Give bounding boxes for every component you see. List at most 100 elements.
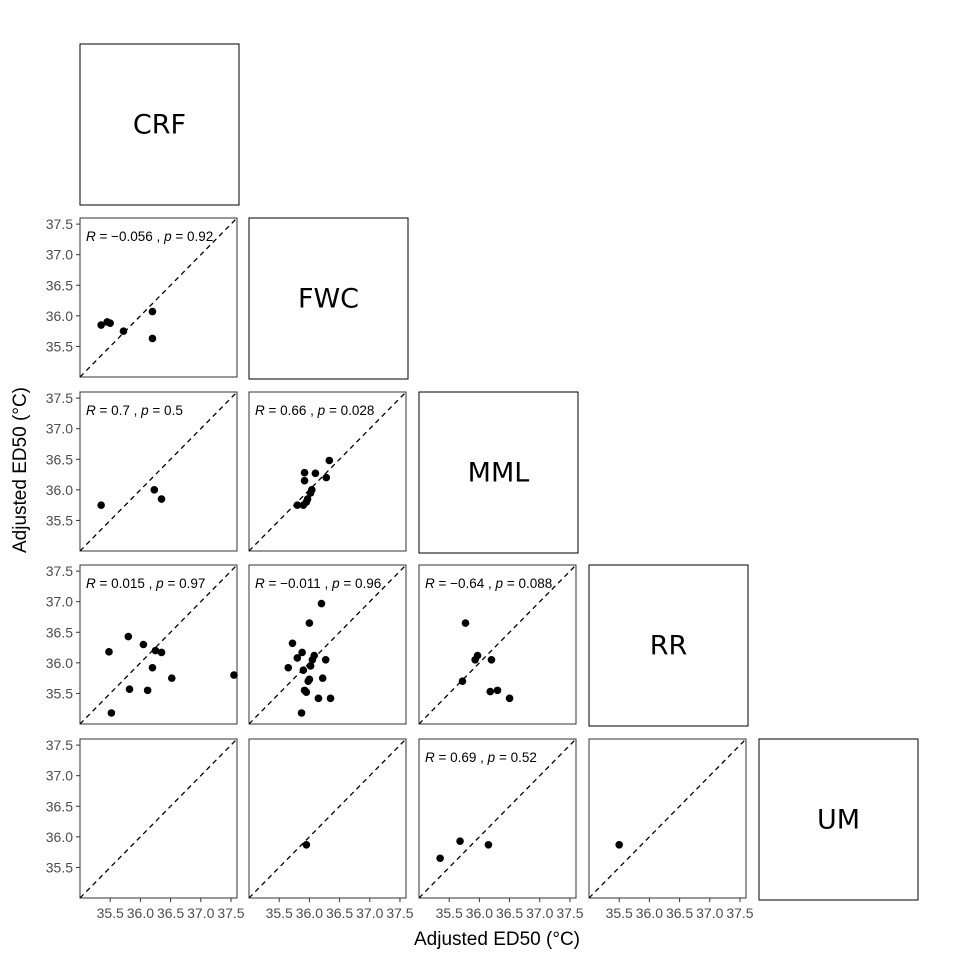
y-tick-label: 36.5 <box>46 277 73 293</box>
scatter-panel-mml-vs-crf: R = 0.7 , p = 0.5 <box>79 391 238 552</box>
data-point <box>302 688 311 696</box>
x-tick-label: 36.5 <box>326 905 353 921</box>
scatter-panel-um-vs-rr <box>588 738 747 899</box>
diagonal-label: UM <box>817 805 860 836</box>
data-point <box>326 694 335 703</box>
x-tick-label: 37.0 <box>696 905 723 921</box>
data-point <box>310 651 319 660</box>
correlation-annotation: R = −0.056 , p = 0.92 <box>86 229 213 244</box>
x-tick-label: 36.0 <box>127 905 154 921</box>
stat-value: = 0.97 <box>164 576 206 591</box>
x-tick-label: 35.5 <box>97 905 124 921</box>
data-point <box>125 685 134 693</box>
data-point <box>436 854 444 863</box>
data-point <box>124 632 133 641</box>
scatter-panel-um-vs-fwc <box>248 738 407 899</box>
stat-symbol: p <box>331 576 340 591</box>
data-point <box>325 456 334 465</box>
scatter-panel-rr-vs-crf: R = 0.015 , p = 0.97 <box>79 564 238 725</box>
x-tick-label: 37.5 <box>726 905 753 921</box>
x-tick-label: 37.5 <box>217 905 244 921</box>
correlation-annotation: R = 0.66 , p = 0.028 <box>255 403 374 418</box>
data-point <box>311 469 320 478</box>
identity-line <box>419 565 576 724</box>
diagonal-label: RR <box>650 631 688 662</box>
x-tick-label: 35.5 <box>436 905 463 921</box>
x-tick-label: 36.0 <box>466 905 493 921</box>
stat-symbol: R <box>86 229 96 244</box>
x-tick-label: 35.5 <box>266 905 293 921</box>
data-point <box>298 648 306 657</box>
data-point <box>303 495 312 503</box>
diagonal-panel-crf: CRF <box>79 43 240 206</box>
data-point <box>308 486 316 494</box>
data-point <box>106 319 114 327</box>
x-tick-label: 36.5 <box>496 905 523 921</box>
scatter-panel-um-vs-crf <box>79 738 238 899</box>
identity-line <box>249 739 406 898</box>
y-tick-label: 36.5 <box>46 798 73 814</box>
data-point <box>486 687 495 696</box>
y-tick-label: 35.5 <box>46 338 73 354</box>
correlation-annotation: R = 0.69 , p = 0.52 <box>425 750 537 765</box>
data-point <box>458 677 467 685</box>
stat-value: = −0.64 , <box>435 576 496 591</box>
data-point <box>484 840 493 849</box>
identity-line <box>419 739 576 898</box>
x-tick-label: 37.5 <box>386 905 413 921</box>
x-tick-label: 37.0 <box>187 905 214 921</box>
diagonal-panel-border <box>588 564 749 727</box>
data-point <box>299 666 308 674</box>
data-point <box>297 709 306 717</box>
scatter-panel-mml-vs-fwc: R = 0.66 , p = 0.028 <box>248 391 407 552</box>
x-tick-label: 36.5 <box>157 905 184 921</box>
data-point <box>119 327 128 335</box>
diagonal-panel-fwc: FWC <box>248 217 409 380</box>
stat-value: = 0.66 , <box>265 403 318 418</box>
diagonal-panel-border <box>248 217 409 380</box>
correlation-annotation: R = −0.64 , p = 0.088 <box>425 576 552 591</box>
stat-value: = −0.056 , <box>96 229 164 244</box>
y-tick-label: 37.0 <box>46 768 73 784</box>
data-point <box>293 501 302 509</box>
correlation-annotation: R = 0.015 , p = 0.97 <box>86 576 205 591</box>
data-point <box>151 646 160 655</box>
diagonal-panel-mml: MML <box>418 391 579 554</box>
x-axis-title: Adjusted ED50 (°C) <box>414 929 580 950</box>
y-tick-label: 36.0 <box>46 829 73 845</box>
stat-symbol: p <box>140 403 149 418</box>
x-tick-label: 35.5 <box>606 905 633 921</box>
data-point <box>97 321 105 329</box>
stat-value: = 0.088 <box>503 576 552 591</box>
stat-value: = 0.92 <box>172 229 214 244</box>
data-point <box>284 663 293 672</box>
data-point <box>107 709 116 717</box>
data-point <box>300 476 309 485</box>
data-point <box>288 639 297 648</box>
stat-value: = 0.7 , <box>96 403 141 418</box>
data-point <box>230 671 238 679</box>
diagonal-panel-um: UM <box>758 738 919 901</box>
stat-symbol: p <box>487 750 496 765</box>
y-tick-label: 37.5 <box>46 390 73 406</box>
data-point <box>157 495 166 503</box>
x-tick-label: 37.0 <box>526 905 553 921</box>
diagonal-label: FWC <box>298 284 359 315</box>
stat-symbol: p <box>163 229 172 244</box>
data-point <box>300 468 309 477</box>
diagonal-label: CRF <box>133 110 186 141</box>
data-point <box>143 686 152 695</box>
data-point <box>148 307 157 316</box>
identity-line <box>249 392 406 551</box>
x-tick-label: 36.5 <box>666 905 693 921</box>
stat-symbol: p <box>495 576 504 591</box>
identity-line <box>589 739 746 898</box>
identity-line <box>249 565 406 724</box>
stat-symbol: R <box>86 403 96 418</box>
data-point <box>305 619 314 627</box>
x-tick-label: 37.5 <box>556 905 583 921</box>
data-point <box>456 837 464 845</box>
identity-line <box>80 739 237 898</box>
